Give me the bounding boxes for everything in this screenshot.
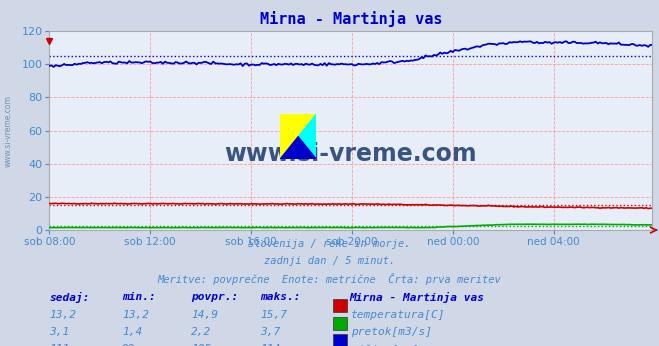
Text: min.:: min.: [122, 292, 156, 302]
Text: povpr.:: povpr.: [191, 292, 239, 302]
Text: pretok[m3/s]: pretok[m3/s] [351, 327, 432, 337]
Text: 111: 111 [49, 344, 70, 346]
Text: 99: 99 [122, 344, 135, 346]
Text: www.si-vreme.com: www.si-vreme.com [3, 95, 13, 167]
Polygon shape [298, 114, 316, 159]
Text: www.si-vreme.com: www.si-vreme.com [225, 143, 477, 166]
Text: 13,2: 13,2 [122, 310, 149, 320]
Text: temperatura[C]: temperatura[C] [351, 310, 445, 320]
Text: Slovenija / reke in morje.: Slovenija / reke in morje. [248, 239, 411, 249]
Title: Mirna - Martinja vas: Mirna - Martinja vas [260, 10, 442, 27]
Text: zadnji dan / 5 minut.: zadnji dan / 5 minut. [264, 256, 395, 266]
Text: sedaj:: sedaj: [49, 292, 90, 303]
Text: Mirna - Martinja vas: Mirna - Martinja vas [349, 292, 484, 303]
Text: 1,4: 1,4 [122, 327, 142, 337]
Text: maks.:: maks.: [260, 292, 301, 302]
Text: 3,7: 3,7 [260, 327, 281, 337]
Polygon shape [280, 114, 316, 159]
Polygon shape [280, 137, 316, 159]
Text: 105: 105 [191, 344, 212, 346]
Text: 3,1: 3,1 [49, 327, 70, 337]
Text: 14,9: 14,9 [191, 310, 218, 320]
Text: 13,2: 13,2 [49, 310, 76, 320]
Text: 2,2: 2,2 [191, 327, 212, 337]
Text: Meritve: povprečne  Enote: metrične  Črta: prva meritev: Meritve: povprečne Enote: metrične Črta:… [158, 273, 501, 285]
Text: 114: 114 [260, 344, 281, 346]
Text: 15,7: 15,7 [260, 310, 287, 320]
Text: višina[cm]: višina[cm] [351, 344, 418, 346]
